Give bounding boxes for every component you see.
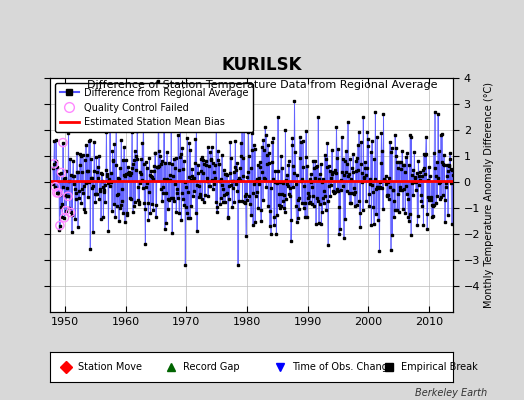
- Point: [56, 222, 64, 229]
- Point: [67, 209, 75, 216]
- Point: [53, 190, 61, 196]
- Point: [50, 161, 58, 167]
- Point: [59, 139, 67, 146]
- Point: [62, 208, 70, 214]
- Point: [57, 169, 66, 176]
- Text: Time of Obs. Change: Time of Obs. Change: [292, 362, 394, 372]
- Point: [64, 193, 72, 200]
- Point: [54, 190, 62, 196]
- Legend: Difference from Regional Average, Quality Control Failed, Estimated Station Mean: Difference from Regional Average, Qualit…: [54, 83, 253, 132]
- Text: Difference of Station Temperature Data from Regional Average: Difference of Station Temperature Data f…: [87, 80, 437, 90]
- Point: [60, 214, 69, 221]
- Y-axis label: Monthly Temperature Anomaly Difference (°C): Monthly Temperature Anomaly Difference (…: [484, 82, 494, 308]
- Text: Berkeley Earth: Berkeley Earth: [415, 388, 487, 398]
- Point: [51, 184, 60, 190]
- Text: KURILSK: KURILSK: [222, 56, 302, 74]
- Text: Station Move: Station Move: [78, 362, 142, 372]
- Text: Record Gap: Record Gap: [183, 362, 239, 372]
- Text: Empirical Break: Empirical Break: [401, 362, 477, 372]
